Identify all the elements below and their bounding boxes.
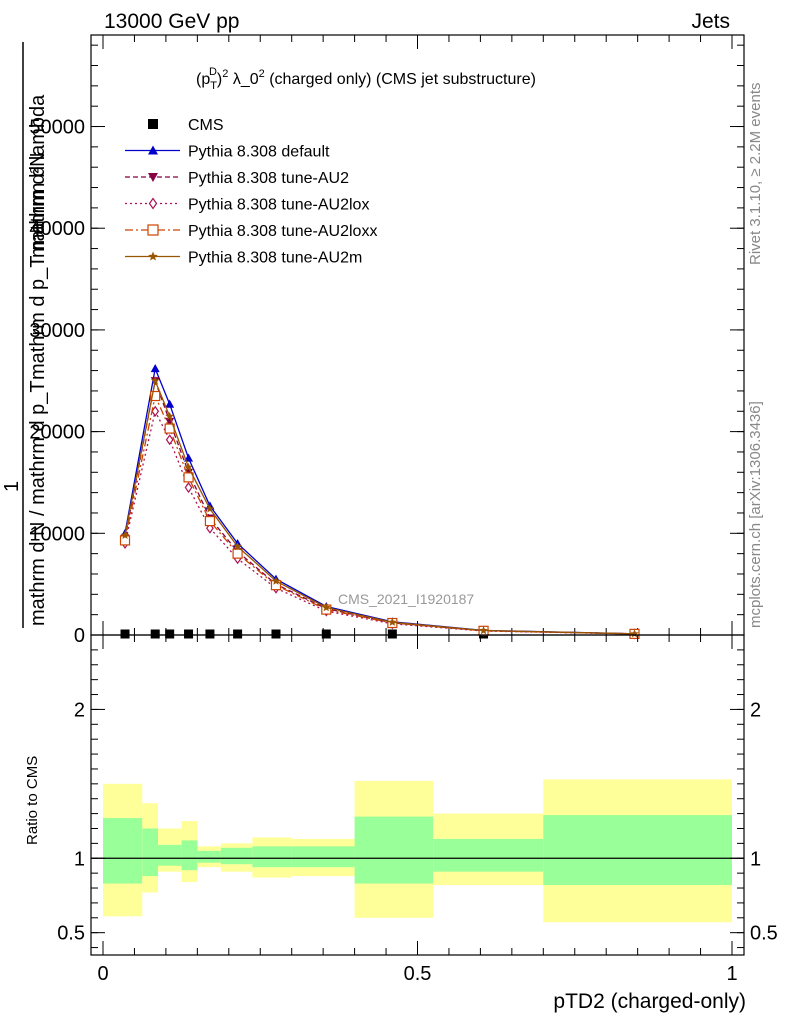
series-3-point-1 — [151, 405, 160, 417]
rivet-label: Rivet 3.1.10, ≥ 2.2M events — [747, 83, 764, 266]
main-ytick-label-3: 30000 — [29, 320, 85, 342]
x-axis-label: pTD2 (charged-only) — [553, 990, 746, 1013]
x-tick-label-1: 0.5 — [404, 963, 432, 985]
series-5-point-3 — [184, 462, 193, 471]
legend-label-0: CMS — [188, 117, 224, 134]
series-0-point-1 — [150, 629, 160, 639]
series-5-point-8 — [388, 617, 397, 626]
legend-label-4: Pythia 8.308 tune-AU2loxx — [188, 223, 377, 240]
ylabel-frac: 1 — [1, 481, 23, 492]
series-5-point-7 — [322, 603, 331, 612]
x-tick-label-2: 1 — [726, 963, 737, 985]
series-0-point-5 — [233, 629, 243, 639]
series-5-point-5 — [233, 542, 242, 551]
series-4-point-5 — [232, 548, 243, 559]
stat-band-1 — [142, 828, 159, 877]
legend-label-3: Pythia 8.308 tune-AU2lox — [188, 197, 369, 214]
ratio-ytick-label-right-2: 2 — [750, 699, 761, 721]
series-0-point-2 — [165, 629, 175, 639]
title-sup-2a: 2 — [222, 68, 228, 80]
stat-band-4 — [197, 850, 221, 863]
series-5-point-2 — [165, 411, 174, 420]
main-ytick-label-5: 50000 — [29, 117, 85, 139]
legend-marker-3 — [148, 197, 158, 210]
series-0-point-7 — [321, 629, 331, 639]
main-ytick-label-0: 0 — [74, 625, 85, 647]
title-sub-t: T — [210, 80, 217, 92]
legend-marker-2 — [148, 173, 158, 182]
series-1-point-1 — [150, 364, 160, 373]
legend-marker-5 — [148, 251, 158, 261]
series-0-point-3 — [184, 629, 194, 639]
ratio-ytick-label-right-1: 1 — [750, 848, 761, 870]
stat-band-3 — [181, 840, 198, 871]
series-4-point-4 — [204, 516, 216, 527]
watermark: CMS_2021_I1920187 — [338, 591, 474, 607]
ratio-ytick-label-right-0: 0.5 — [750, 923, 778, 945]
legend-marker-1 — [148, 145, 158, 155]
series-5-point-6 — [271, 576, 281, 585]
main-ylabel: mathrm d²N mathrm d p_T mathrm d lambda … — [1, 42, 49, 628]
series-1-point-2 — [165, 399, 175, 408]
stat-band-5 — [220, 847, 253, 865]
series-0-point-6 — [271, 629, 281, 639]
main-ytick-label-4: 40000 — [29, 218, 85, 240]
mcplots-label: mcplots.cern.ch [arXiv:1306.3436] — [747, 401, 764, 628]
header-right: Jets — [691, 10, 730, 33]
stat-band-10 — [543, 815, 732, 886]
title-part-b: ) — [217, 71, 222, 88]
stat-band-7 — [291, 846, 355, 868]
ylabel-top: mathrm d²N — [27, 152, 49, 258]
ratio-panel: 0.5 0.5 1 1 2 2 0 0.5 1 Ratio to CMS pTD2 (charg… — [24, 634, 778, 1013]
stat-band-0 — [103, 818, 143, 884]
ylabel-mid: mathrm d p_T mathrm d lambda — [27, 94, 49, 380]
ratio-ytick-label-left-0: 0.5 — [57, 923, 85, 945]
main-ticks: 0 10000 20000 30000 40000 50000 — [29, 35, 744, 647]
ratio-ticks: 0.5 0.5 1 1 2 2 0 0.5 1 — [57, 635, 778, 985]
main-ytick-label-2: 20000 — [29, 422, 85, 444]
series-5-point-4 — [205, 504, 215, 513]
legend-label-5: Pythia 8.308 tune-AU2m — [188, 250, 362, 267]
main-ytick-label-1: 10000 — [29, 523, 85, 545]
title-sup-d: D — [209, 66, 217, 78]
series-3-point-3 — [184, 481, 193, 494]
legend-marker-0 — [148, 119, 158, 129]
plot-title: (pTD)2 λ_02 (charged only) (CMS jet subs… — [196, 66, 536, 92]
header-left: 13000 GeV pp — [104, 10, 239, 33]
series-0-point-4 — [205, 629, 215, 639]
series-0-point-8 — [387, 629, 397, 639]
series-5-point-9 — [479, 626, 488, 635]
title-part-a: (p — [196, 71, 210, 88]
series-5-point-1 — [150, 376, 160, 385]
series-3-point-2 — [165, 434, 174, 446]
legend-marker-4 — [147, 224, 159, 236]
stat-band-2 — [158, 844, 182, 866]
ratio-frame — [90, 634, 745, 956]
legend-label-1: Pythia 8.308 default — [188, 144, 330, 161]
series-5-point-0 — [120, 530, 130, 539]
series-0-point-0 — [120, 629, 130, 639]
stat-band-6 — [252, 846, 292, 868]
series-4-point-1 — [150, 390, 161, 402]
stat-band-9 — [433, 838, 544, 872]
legend: CMS Pythia 8.308 default Pythia 8.308 tune… — [125, 117, 377, 267]
legend-label-2: Pythia 8.308 tune-AU2 — [188, 170, 349, 187]
stat-band-8 — [354, 816, 434, 884]
main-panel: 0 10000 20000 30000 40000 50000 CMS_2021_I192… — [29, 34, 745, 647]
title-part-c: λ_0 — [228, 71, 258, 88]
ratio-ylabel: Ratio to CMS — [24, 756, 41, 845]
ylabel-bottom: mathrm d N / mathrm d p_T — [27, 380, 49, 626]
ratio-ytick-label-left-1: 1 — [74, 848, 85, 870]
ratio-ytick-label-left-2: 2 — [74, 699, 85, 721]
x-tick-label-0: 0 — [97, 963, 108, 985]
title-sup-2b: 2 — [259, 68, 265, 80]
ratio-bands — [91, 779, 744, 923]
title-part-d: (charged only) (CMS jet substructure) — [265, 71, 536, 88]
series-2-point-2 — [165, 417, 175, 426]
